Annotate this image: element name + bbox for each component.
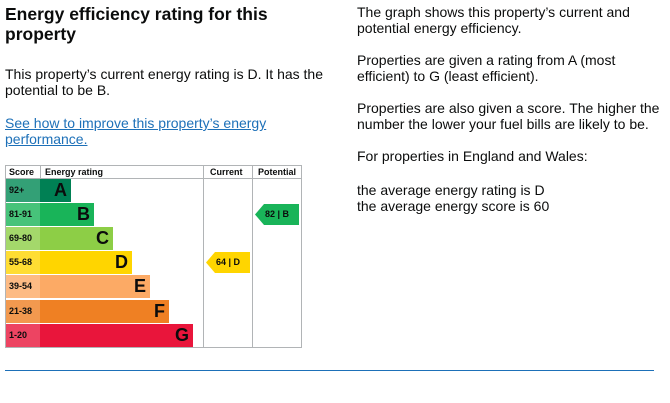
rating-column-header: Energy rating: [45, 167, 104, 177]
band-score-range: 21-38: [6, 299, 40, 323]
band-letter: G: [174, 324, 189, 345]
potential-rating-marker-label: 82 | B: [265, 209, 290, 220]
average-rating-text: the average energy rating is D: [357, 182, 545, 198]
band-score-range: 81-91: [6, 203, 40, 227]
info-paragraph-score: Properties are also given a score. The h…: [357, 100, 660, 132]
current-rating-text: This property’s current energy rating is…: [5, 66, 323, 98]
band-bar: E: [40, 275, 150, 299]
current-divider: [203, 166, 204, 347]
band-bar: D: [40, 251, 132, 275]
info-paragraph-graph: The graph shows this property’s current …: [357, 4, 630, 36]
band-letter: D: [115, 252, 128, 273]
band-bar: C: [40, 227, 113, 251]
band-score-range: 1-20: [6, 323, 40, 347]
potential-rating-marker: 82 | B: [255, 204, 299, 226]
band-score-range: 92+: [6, 179, 40, 202]
info-paragraph-region: For properties in England and Wales:: [357, 148, 588, 164]
current-column-header: Current: [210, 167, 243, 177]
improve-performance-link[interactable]: See how to improve this property’s energ…: [5, 115, 267, 147]
rating-summary: Energy efficiency rating for this proper…: [5, 4, 335, 147]
potential-column-header: Potential: [258, 167, 297, 177]
score-divider: [40, 166, 41, 179]
average-score-text: the average energy score is 60: [357, 198, 550, 214]
score-column-header: Score: [9, 167, 35, 177]
band-letter: B: [77, 204, 90, 225]
energy-rating-graph: Score Energy rating Current Potential 92…: [5, 165, 302, 348]
section-divider: [5, 370, 654, 371]
page-title: Energy efficiency rating for this proper…: [5, 4, 268, 44]
band-score-range: 55-68: [6, 251, 40, 275]
potential-divider: [252, 166, 253, 347]
current-rating-marker: 64 | D: [206, 252, 250, 274]
band-letter: F: [154, 300, 165, 321]
band-score-range: 39-54: [6, 275, 40, 299]
band-bar: F: [40, 299, 169, 323]
rating-explanation: The graph shows this property’s current …: [357, 4, 662, 214]
band-bar: B: [40, 203, 94, 227]
band-score-range: 69-80: [6, 227, 40, 251]
band-bar: G: [40, 323, 193, 347]
header-divider: [6, 178, 301, 179]
band-bar: A: [40, 179, 71, 202]
band-letter: A: [54, 180, 67, 200]
info-paragraph-ratings: Properties are given a rating from A (mo…: [357, 52, 616, 84]
band-letter: E: [133, 276, 146, 297]
current-rating-marker-label: 64 | D: [216, 257, 241, 268]
band-letter: C: [96, 228, 109, 249]
